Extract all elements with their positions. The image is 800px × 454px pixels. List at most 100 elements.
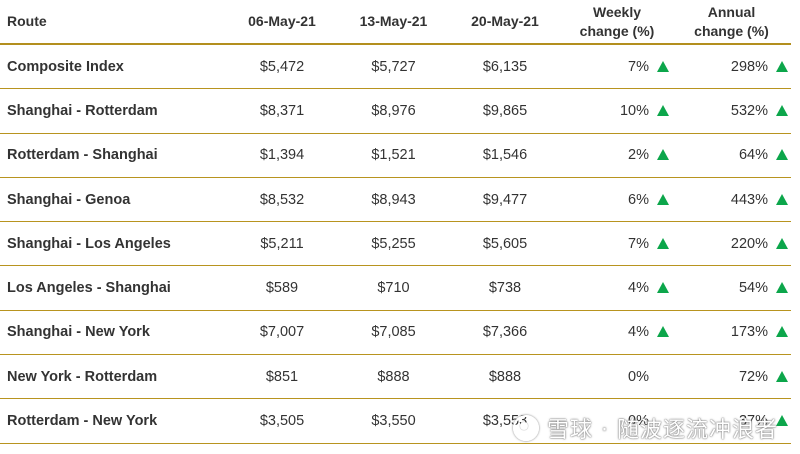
xueqiu-logo-icon bbox=[513, 415, 540, 441]
annual-change: 298% bbox=[672, 44, 791, 90]
weekly-change: 2% bbox=[562, 133, 672, 178]
route-name-value: Composite Index bbox=[7, 58, 124, 75]
rate-06-may: $8,532 bbox=[225, 177, 339, 223]
route-name: Shanghai - New York bbox=[0, 310, 225, 356]
rate-13-may: $1,521 bbox=[339, 133, 448, 178]
rate-06-may-value: $8,371 bbox=[259, 102, 305, 119]
rate-13-may-value: $7,085 bbox=[371, 324, 416, 341]
table-row: Shanghai - Rotterdam $8,371 $8,976 $9,865 10… bbox=[0, 88, 791, 134]
rate-20-may: $888 bbox=[448, 354, 562, 400]
rate-20-may: $6,135 bbox=[448, 44, 562, 90]
rate-06-may-value: $8,532 bbox=[259, 191, 305, 208]
header-annual-change: Annual change (%) bbox=[672, 0, 791, 45]
rate-13-may-value: $5,727 bbox=[371, 58, 416, 75]
route-name: Rotterdam - New York bbox=[0, 398, 225, 444]
weekly-change: 10% bbox=[562, 88, 672, 134]
annual-change-value: 54% bbox=[738, 280, 768, 297]
route-name: Shanghai - Rotterdam bbox=[0, 88, 225, 134]
triangle-up-icon bbox=[776, 282, 788, 294]
weekly-change: 0% bbox=[562, 398, 672, 444]
rate-20-may-value: $6,135 bbox=[482, 58, 528, 75]
rate-06-may: $5,211 bbox=[225, 221, 339, 267]
triangle-up-icon bbox=[657, 282, 669, 294]
triangle-up-icon bbox=[657, 149, 669, 161]
rate-13-may: $7,085 bbox=[339, 310, 448, 356]
table-row: Los Angeles - Shanghai $589 $710 $738 4% 54% bbox=[0, 265, 791, 311]
triangle-up-icon bbox=[657, 60, 669, 72]
annual-change-value: 532% bbox=[730, 102, 768, 119]
triangle-up-icon bbox=[657, 193, 669, 205]
rate-13-may-value: $5,255 bbox=[371, 235, 416, 252]
triangle-up-icon bbox=[776, 326, 788, 338]
weekly-change-value: 10% bbox=[619, 102, 649, 119]
rate-13-may-value: $710 bbox=[377, 280, 410, 297]
table-row: Rotterdam - New York $3,505 $3,550 $3,553 0%… bbox=[0, 398, 791, 444]
rate-13-may: $8,943 bbox=[339, 177, 448, 223]
rate-13-may: $8,976 bbox=[339, 88, 448, 134]
table-row: Shanghai - Los Angeles $5,211 $5,255 $5,605… bbox=[0, 221, 791, 267]
triangle-up-icon bbox=[657, 326, 669, 338]
triangle-up-icon bbox=[657, 104, 669, 116]
triangle-up-icon bbox=[776, 60, 788, 72]
annual-change: 54% bbox=[672, 265, 791, 311]
weekly-change: 7% bbox=[562, 44, 672, 90]
weekly-change: 0% bbox=[562, 354, 672, 400]
rate-13-may-value: $8,976 bbox=[371, 102, 416, 119]
route-name: New York - Rotterdam bbox=[0, 354, 225, 400]
triangle-up-icon bbox=[776, 415, 788, 427]
annual-change-value: 443% bbox=[730, 191, 768, 208]
route-name-value: Shanghai - Genoa bbox=[7, 191, 131, 208]
weekly-change-value: 4% bbox=[628, 280, 649, 297]
rate-20-may-value: $9,477 bbox=[482, 191, 528, 208]
rate-06-may-value: $1,394 bbox=[259, 147, 305, 164]
triangle-up-icon bbox=[776, 104, 788, 116]
rate-13-may: $5,727 bbox=[339, 44, 448, 90]
annual-change-value: 173% bbox=[730, 324, 768, 341]
route-name-value: Los Angeles - Shanghai bbox=[7, 280, 171, 297]
rate-20-may: $9,865 bbox=[448, 88, 562, 134]
rate-06-may: $5,472 bbox=[225, 44, 339, 90]
table-header: Route 06-May-21 13-May-21 20-May-21 Week… bbox=[0, 0, 791, 45]
weekly-change-value: 2% bbox=[628, 147, 649, 164]
rate-13-may-value: $888 bbox=[377, 368, 410, 385]
rate-20-may-value: $1,546 bbox=[482, 147, 528, 164]
triangle-up-icon bbox=[776, 193, 788, 205]
rate-06-may-value: $589 bbox=[265, 280, 299, 297]
rate-13-may: $710 bbox=[339, 265, 448, 311]
weekly-change: 4% bbox=[562, 310, 672, 356]
annual-change-value: 64% bbox=[738, 147, 768, 164]
weekly-change-value: 6% bbox=[628, 191, 649, 208]
header-weekly-line2: change (%) bbox=[579, 22, 655, 39]
route-name-value: Rotterdam - New York bbox=[7, 413, 158, 430]
weekly-change-value: 0% bbox=[628, 368, 649, 385]
table-row: Composite Index $5,472 $5,727 $6,135 7% 298% bbox=[0, 44, 791, 90]
annual-change: 532% bbox=[672, 88, 791, 134]
annual-change: 173% bbox=[672, 310, 791, 356]
header-annual-line2: change (%) bbox=[694, 22, 769, 39]
route-name: Composite Index bbox=[0, 44, 225, 90]
rate-20-may-value: $7,366 bbox=[482, 324, 528, 341]
rate-06-may: $589 bbox=[225, 265, 339, 311]
route-name-value: Shanghai - Rotterdam bbox=[7, 102, 158, 119]
watermark-text: 雪球 · 随波逐流冲浪者 bbox=[547, 418, 778, 443]
weekly-change-value: 4% bbox=[628, 324, 649, 341]
header-weekly-change: Weekly change (%) bbox=[562, 0, 672, 45]
annual-change-value: 37% bbox=[738, 413, 768, 430]
route-name-value: Shanghai - Los Angeles bbox=[7, 235, 171, 252]
route-name: Shanghai - Genoa bbox=[0, 177, 225, 223]
triangle-up-icon bbox=[776, 370, 788, 382]
rate-06-may-value: $5,211 bbox=[260, 235, 304, 252]
rate-20-may-value: $5,605 bbox=[482, 235, 528, 252]
triangle-up-icon bbox=[657, 237, 669, 249]
header-row: Route 06-May-21 13-May-21 20-May-21 Week… bbox=[0, 0, 791, 45]
table-body: Composite Index $5,472 $5,727 $6,135 7% 298% S… bbox=[0, 44, 791, 444]
annual-change-value: 220% bbox=[730, 235, 768, 252]
route-name: Rotterdam - Shanghai bbox=[0, 133, 225, 178]
annual-change-value: 72% bbox=[738, 368, 768, 385]
rate-20-may: $1,546 bbox=[448, 133, 562, 178]
weekly-change: 6% bbox=[562, 177, 672, 223]
rate-13-may: $888 bbox=[339, 354, 448, 400]
rate-13-may: $5,255 bbox=[339, 221, 448, 267]
header-annual-line1: Annual bbox=[707, 3, 756, 20]
route-name: Shanghai - Los Angeles bbox=[0, 221, 225, 267]
